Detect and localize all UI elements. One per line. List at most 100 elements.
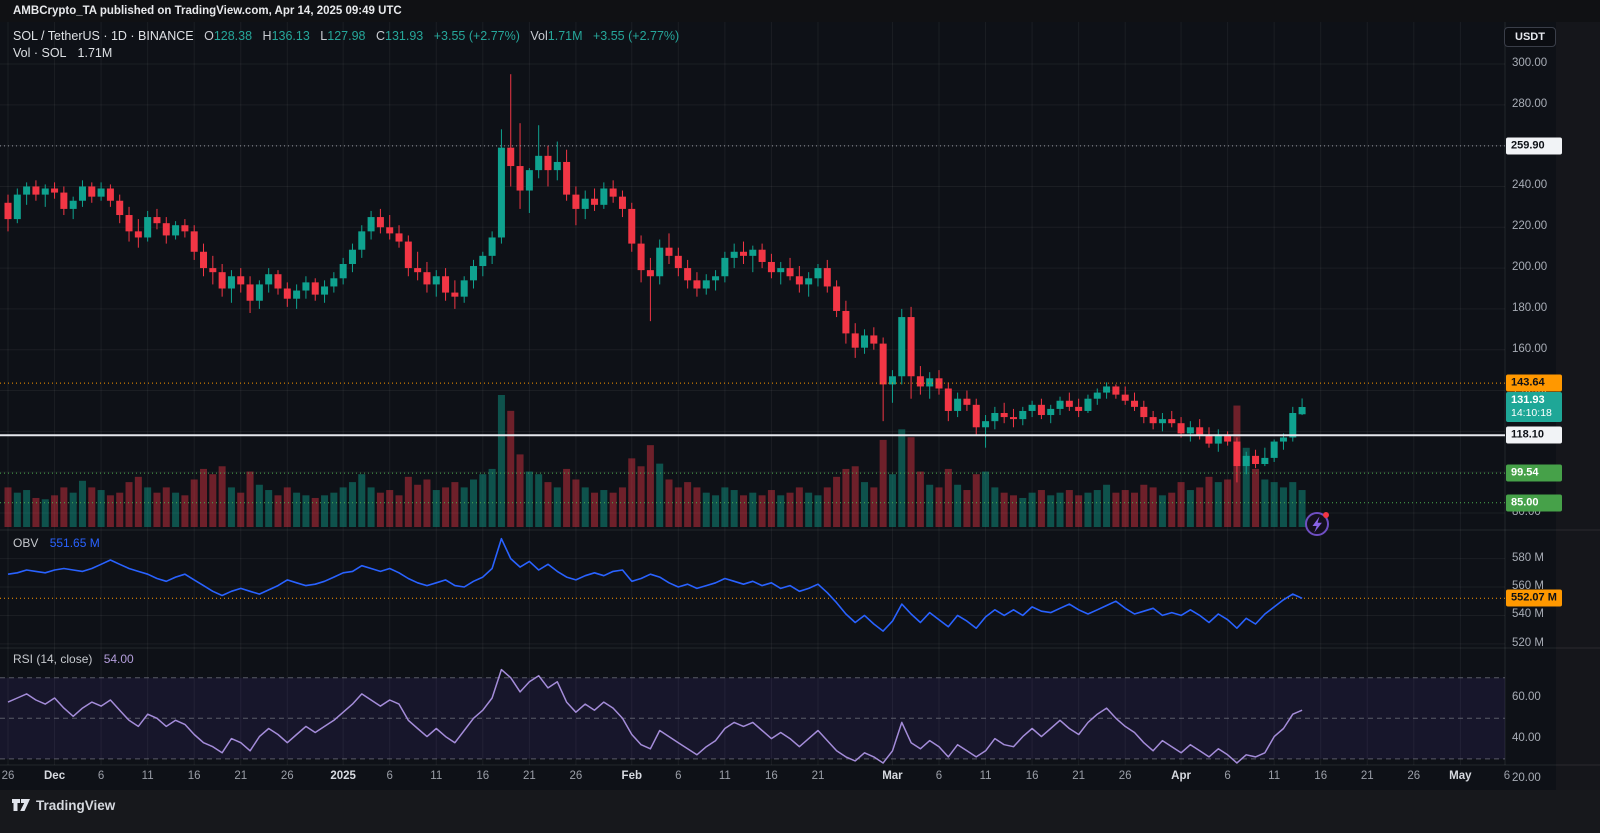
candle-body xyxy=(1037,404,1045,416)
volume-bar xyxy=(293,492,301,527)
time-axis-tick: Feb xyxy=(621,770,642,782)
volume-bar xyxy=(311,497,319,527)
volume-bar xyxy=(172,492,180,527)
volume-bar xyxy=(702,492,710,527)
volume-bar xyxy=(842,468,850,527)
volume-bar xyxy=(805,492,813,527)
rsi-line xyxy=(7,668,1303,764)
candle-body xyxy=(339,264,347,279)
high-label: H xyxy=(262,29,272,43)
flash-boost-icon[interactable] xyxy=(1302,508,1332,543)
volume-bar xyxy=(991,487,999,527)
volume-bar xyxy=(898,429,906,527)
candle-body xyxy=(1084,398,1092,411)
candle-body xyxy=(283,288,291,299)
candle-body xyxy=(861,335,869,348)
volume-bar xyxy=(600,490,608,527)
volume-bar xyxy=(1028,492,1036,527)
volume-bar xyxy=(274,495,282,527)
tradingview-link[interactable]: TradingView xyxy=(12,798,115,813)
volume-indicator-legend[interactable]: Vol · SOL 1.71M xyxy=(13,46,112,60)
volume-bar xyxy=(1224,479,1232,527)
time-axis-tick: 16 xyxy=(1025,770,1039,782)
volume-bar xyxy=(153,492,161,527)
volume-bar xyxy=(88,487,96,527)
candle-body xyxy=(321,286,329,295)
volume-bar xyxy=(1084,492,1092,527)
volume-bar xyxy=(376,492,384,527)
volume-bar xyxy=(190,479,198,527)
volume-bar xyxy=(1140,484,1148,527)
publish-text: AMBCrypto_TA published on TradingView.co… xyxy=(13,5,402,17)
time-axis-tick: 16 xyxy=(765,770,778,782)
candle-body xyxy=(1056,400,1064,409)
candle-body xyxy=(721,257,729,277)
candle-body xyxy=(1019,410,1027,420)
symbol-title[interactable]: SOL / TetherUS · 1D · BINANCE xyxy=(13,29,194,43)
candle-body xyxy=(1242,455,1250,467)
candle-body xyxy=(134,231,142,238)
footer-bar: TradingView xyxy=(0,790,1600,833)
candle-body xyxy=(348,249,356,265)
time-axis-tick: May xyxy=(1449,770,1472,782)
candle-body xyxy=(190,231,198,252)
volume-bar xyxy=(581,487,589,527)
candle-body xyxy=(954,398,962,411)
volume-bar xyxy=(13,492,21,527)
candle-body xyxy=(888,376,896,385)
volume-value: 1.71M xyxy=(547,29,583,43)
obv-legend[interactable]: OBV 551.65 M xyxy=(13,536,100,550)
close-label: C xyxy=(375,29,385,43)
volume-indicator-label: Vol · SOL xyxy=(13,46,67,60)
candle-body xyxy=(926,378,934,387)
volume-bar xyxy=(78,480,86,527)
candle-body xyxy=(246,284,254,301)
candle-body xyxy=(32,186,40,195)
candle-body xyxy=(358,231,366,250)
candle-body xyxy=(227,276,235,289)
volume-bar xyxy=(879,439,887,527)
currency-toggle-button[interactable]: USDT xyxy=(1504,27,1556,47)
time-axis-tick: 26 xyxy=(569,770,583,782)
candle-body xyxy=(637,243,645,271)
price-tag-85.00: 85.00 xyxy=(1506,494,1562,512)
volume-bar xyxy=(1065,490,1073,527)
candle-body xyxy=(535,155,543,171)
candle-body xyxy=(1196,427,1204,436)
rsi-axis-tick: 20.00 xyxy=(1512,772,1541,785)
candle-body xyxy=(1093,392,1101,399)
volume-bar xyxy=(60,487,68,527)
candle-body xyxy=(1252,455,1260,465)
candle-body xyxy=(97,188,105,197)
candle-body xyxy=(944,388,952,411)
candle-body xyxy=(972,404,980,428)
time-axis-tick: 16 xyxy=(187,770,201,782)
volume-bar xyxy=(330,492,338,527)
candle-body xyxy=(1131,400,1139,407)
volume-bar xyxy=(628,458,636,527)
candle-body xyxy=(1205,435,1213,444)
volume-bar xyxy=(907,437,915,527)
price-tag-259.90: 259.90 xyxy=(1506,137,1562,155)
volume-bar xyxy=(432,490,440,527)
candle-body xyxy=(544,155,552,171)
volume-change-value: +3.55 (+2.77%) xyxy=(593,29,680,43)
candle-body xyxy=(507,147,515,167)
volume-bar xyxy=(283,487,291,527)
volume-bar xyxy=(1242,447,1250,527)
time-axis-tick: 6 xyxy=(1224,770,1231,782)
volume-bar xyxy=(1298,490,1306,527)
volume-bar xyxy=(916,471,924,527)
countdown-timer: 14:10:18 xyxy=(1511,407,1552,419)
chart-canvas[interactable] xyxy=(0,22,1600,790)
volume-bar xyxy=(861,482,869,527)
volume-bar xyxy=(870,487,878,527)
rsi-legend[interactable]: RSI (14, close) 54.00 xyxy=(13,652,134,666)
volume-bar xyxy=(23,490,31,527)
volume-bar xyxy=(1103,484,1111,527)
candle-body xyxy=(162,223,170,236)
volume-bar xyxy=(181,495,189,527)
candle-body xyxy=(553,161,561,171)
candle-body xyxy=(1047,408,1055,416)
tradingview-logo-icon xyxy=(12,799,30,811)
